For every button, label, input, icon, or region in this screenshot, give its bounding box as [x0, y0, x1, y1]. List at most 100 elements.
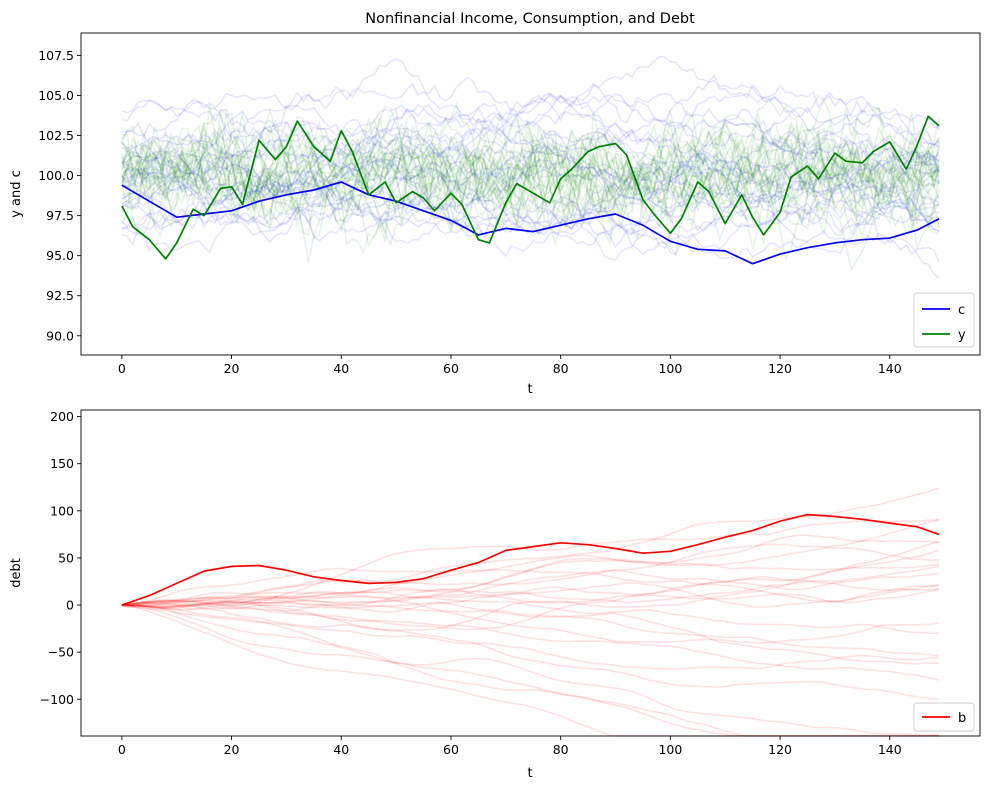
x-tick-label: 20 — [224, 361, 240, 376]
background-path — [121, 155, 940, 239]
background-path — [121, 127, 940, 247]
axis-ticks: 0 20 40 60 80 100 120 140 90.0 92.5 95.0 97.5 100.0 1… — [38, 48, 902, 376]
background-path — [121, 572, 940, 609]
x-tick-label: 40 — [333, 361, 349, 376]
background-path — [121, 582, 940, 613]
y-tick-label: −50 — [48, 645, 74, 660]
legend: b — [913, 702, 975, 732]
y-axis-label: debt — [9, 558, 24, 588]
y-tick-label: 100 — [50, 503, 74, 518]
background-path — [121, 119, 940, 217]
background-path — [121, 160, 940, 260]
series-lines — [121, 513, 940, 606]
background-path — [121, 147, 940, 254]
background-path — [121, 124, 940, 250]
y-tick-label: 95.0 — [46, 248, 74, 263]
background-path — [121, 110, 940, 272]
background-path — [121, 604, 940, 670]
background-path — [121, 146, 940, 230]
background-path — [121, 543, 940, 611]
y-tick-label: −100 — [40, 692, 74, 707]
background-path — [121, 95, 940, 246]
legend-label-y: y — [958, 328, 966, 343]
x-tick-label: 140 — [878, 742, 902, 757]
background-path — [121, 601, 940, 681]
background-path — [121, 118, 940, 227]
background-path — [121, 604, 940, 737]
background-path — [121, 74, 940, 208]
background-path — [121, 603, 940, 737]
background-path — [121, 112, 940, 236]
x-tick-label: 100 — [658, 742, 682, 757]
background-path — [121, 105, 940, 235]
background-path — [121, 112, 940, 225]
background-path — [121, 101, 940, 243]
x-tick-label: 60 — [443, 742, 459, 757]
background-path — [121, 119, 940, 201]
background-path — [121, 563, 940, 631]
x-axis-label: t — [527, 766, 532, 781]
background-path — [121, 111, 940, 263]
background-path — [121, 487, 940, 606]
y-tick-label: 105.0 — [38, 88, 74, 103]
y-tick-label: 90.0 — [46, 328, 74, 343]
legend-label-b: b — [958, 711, 966, 726]
x-tick-label: 0 — [118, 361, 126, 376]
legend-label-c: c — [958, 303, 965, 318]
x-tick-label: 0 — [118, 742, 126, 757]
background-path — [121, 117, 940, 215]
background-paths — [121, 55, 940, 279]
background-path — [121, 161, 940, 233]
x-tick-label: 120 — [768, 742, 792, 757]
x-tick-label: 80 — [553, 742, 569, 757]
y-tick-label: 100.0 — [38, 168, 74, 183]
background-path — [121, 99, 940, 190]
background-path — [121, 115, 940, 241]
background-path — [121, 549, 940, 609]
background-path — [121, 76, 940, 171]
background-path — [121, 104, 940, 236]
y-tick-label: 92.5 — [46, 288, 74, 303]
background-path — [121, 540, 940, 608]
background-path — [121, 575, 940, 608]
y-tick-label: 102.5 — [38, 128, 74, 143]
y-tick-label: 107.5 — [38, 48, 74, 63]
background-path — [121, 55, 940, 153]
background-path — [121, 519, 940, 608]
background-path — [121, 113, 940, 256]
background-path — [121, 118, 940, 209]
background-path — [121, 565, 940, 606]
background-path — [121, 153, 940, 236]
background-path — [121, 595, 940, 657]
y-tick-label: 150 — [50, 456, 74, 471]
background-path — [121, 150, 940, 233]
legend: c y — [913, 292, 975, 348]
background-path — [121, 601, 940, 635]
series-line-y — [121, 115, 940, 260]
series-lines — [121, 115, 940, 265]
background-path — [121, 604, 940, 737]
x-tick-label: 100 — [658, 361, 682, 376]
background-path — [121, 120, 940, 232]
axis-ticks: 0 20 40 60 80 100 120 140 −100 −50 0 50 100 150 200 — [40, 409, 902, 757]
series-line-c — [121, 181, 940, 265]
background-path — [121, 604, 940, 736]
background-path — [121, 591, 940, 665]
background-path — [121, 111, 940, 229]
background-path — [121, 58, 940, 177]
y-tick-label: 200 — [50, 409, 74, 424]
x-axis-label: t — [527, 382, 532, 397]
background-path — [121, 123, 940, 248]
x-tick-label: 20 — [224, 742, 240, 757]
background-path — [121, 138, 940, 247]
background-path — [121, 92, 940, 187]
background-path — [121, 601, 940, 700]
y-tick-label: 0 — [66, 598, 74, 613]
background-path — [121, 108, 940, 221]
top-chart: Nonfinancial Income, Consumption, and De… — [9, 11, 981, 397]
plot-frame — [80, 409, 981, 737]
background-path — [121, 98, 940, 247]
background-path — [121, 568, 940, 607]
